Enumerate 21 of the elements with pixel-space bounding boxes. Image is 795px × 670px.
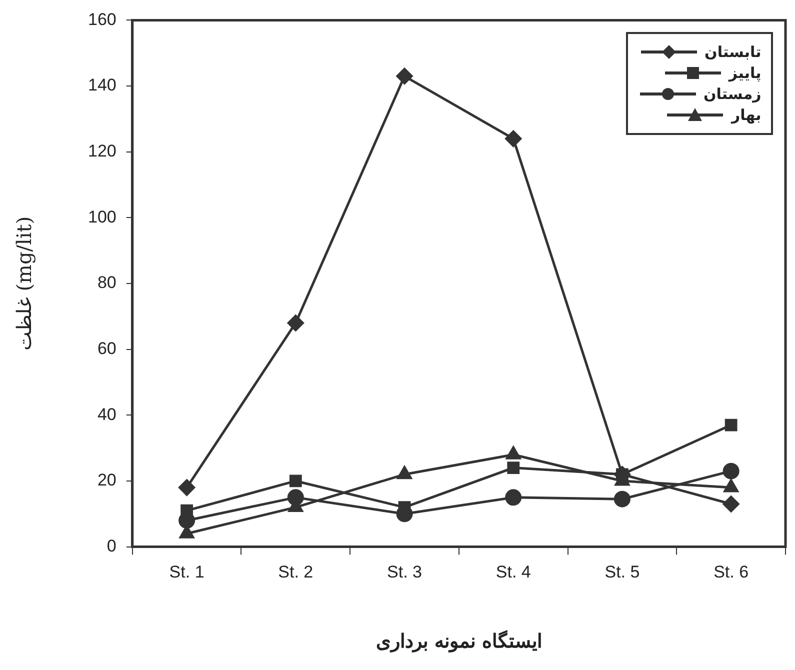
y-tick-label: 20	[97, 470, 116, 490]
y-tick-label: 80	[97, 273, 116, 292]
legend-label: تابستان	[704, 43, 762, 62]
y-tick-label: 60	[97, 339, 116, 358]
x-tick-label: St. 1	[169, 562, 204, 582]
x-axis-title: ایستگاه نمونه برداری	[376, 630, 542, 653]
y-tick-label: 120	[88, 142, 116, 161]
legend-label: پاییز	[728, 64, 762, 82]
x-tick-label: St. 5	[604, 562, 640, 582]
y-tick-label: 40	[97, 404, 116, 424]
y-tick-label: 100	[88, 207, 116, 226]
y-tick-label: 160	[88, 10, 116, 29]
y-tick-label: 0	[106, 536, 116, 556]
x-tick-label: St. 3	[387, 562, 422, 582]
x-tick-label: St. 6	[714, 562, 749, 582]
y-axis-title: غلظت (mg/lit)	[12, 216, 36, 351]
x-tick-label: St. 4	[496, 562, 531, 582]
x-tick-label: St. 2	[278, 562, 314, 582]
legend-label: بهار	[731, 106, 762, 124]
y-tick-label: 140	[88, 76, 116, 95]
legend-label: زمستان	[704, 85, 762, 104]
